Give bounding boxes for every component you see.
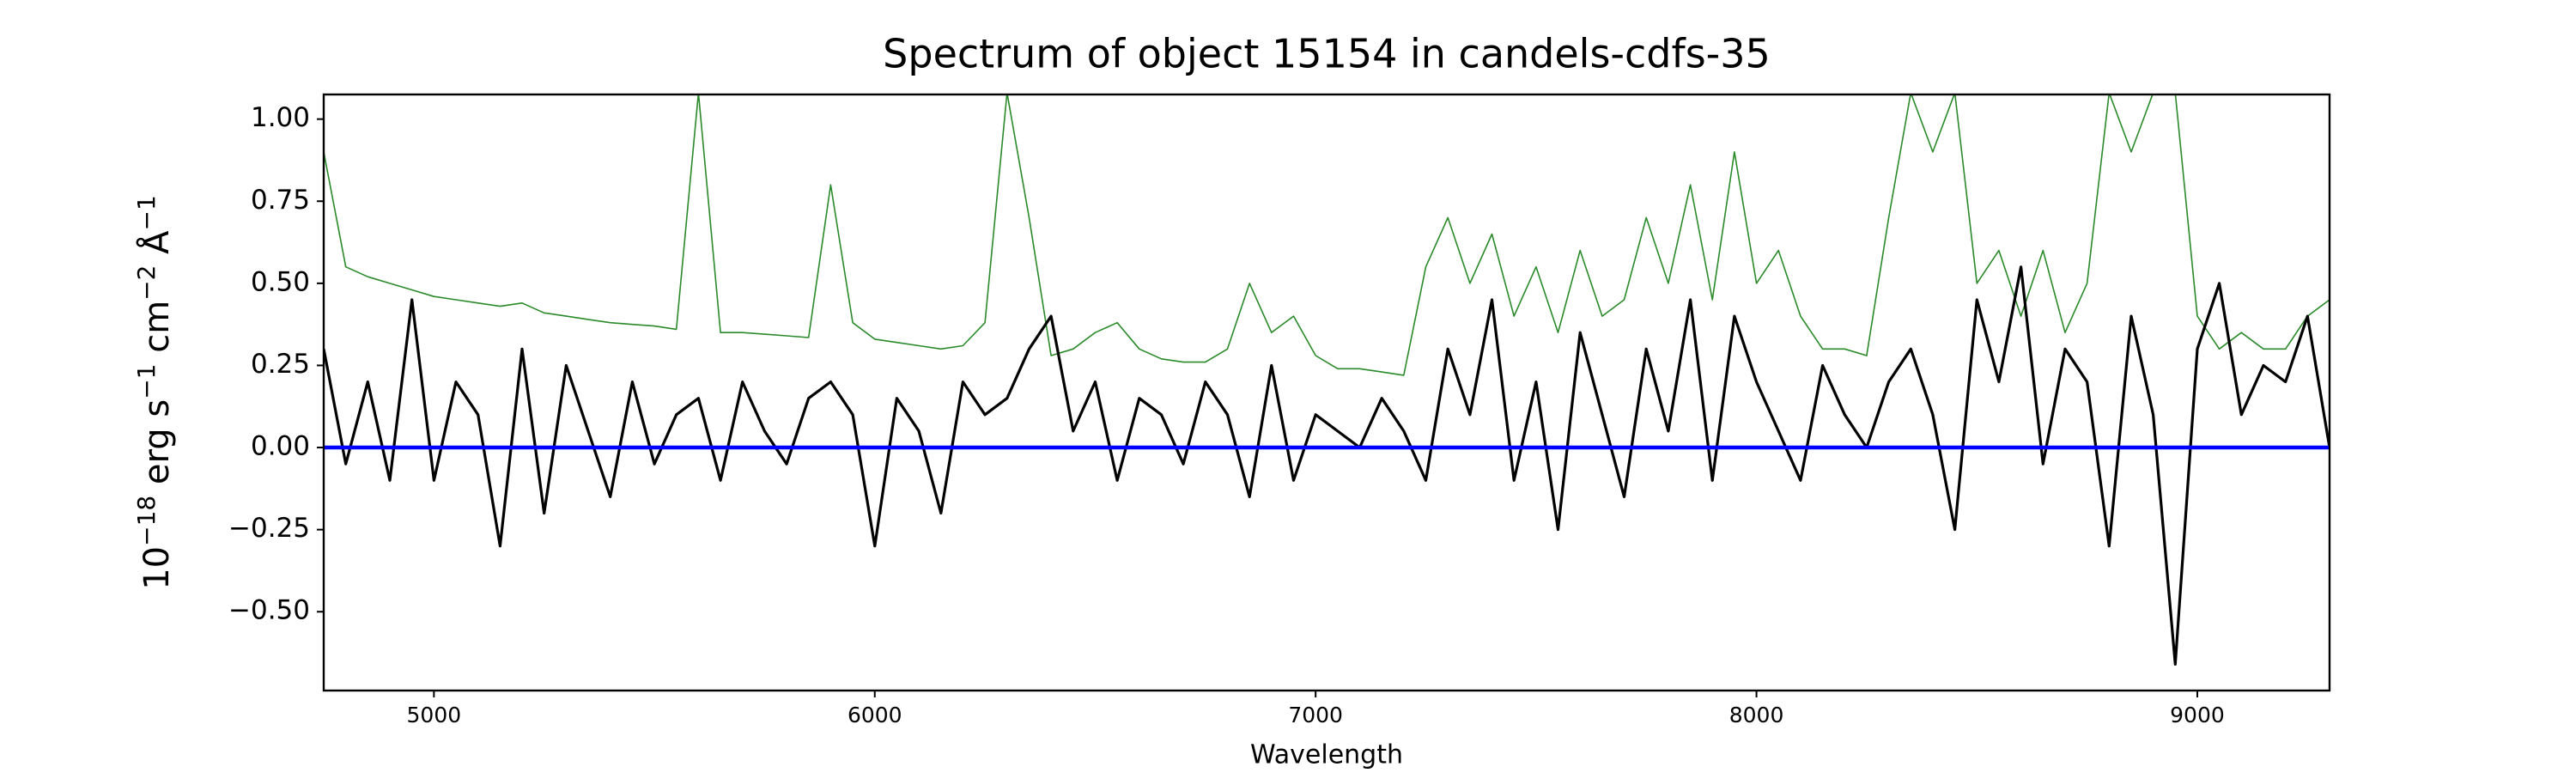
y-tick-label: 0.25 xyxy=(251,349,310,380)
x-tick-label: 8000 xyxy=(1729,703,1784,727)
y-label-text: 10 xyxy=(137,546,177,590)
y-label-superscript: −18 xyxy=(132,496,161,546)
y-tick-label: −0.25 xyxy=(228,513,310,544)
y-tick-label: 0.50 xyxy=(251,266,310,297)
plot-area xyxy=(324,94,2330,666)
chart-title: Spectrum of object 15154 in candels-cdfs… xyxy=(883,31,1771,77)
y-tick-label: 0.75 xyxy=(251,185,310,216)
y-label-text: cm xyxy=(137,301,177,364)
y-label-superscript: −2 xyxy=(132,265,161,301)
x-axis-label: Wavelength xyxy=(1250,740,1403,770)
y-label-superscript: −1 xyxy=(132,364,161,399)
y-label-text: Å xyxy=(136,230,177,265)
y-label-text: erg s xyxy=(137,399,177,496)
x-tick-label: 7000 xyxy=(1288,703,1343,727)
x-tick-label: 5000 xyxy=(407,703,462,727)
y-tick-label: 1.00 xyxy=(251,102,310,133)
y-tick-label: 0.00 xyxy=(251,431,310,462)
spectrum-line xyxy=(324,94,2330,376)
y-tick-label: −0.50 xyxy=(228,595,310,626)
x-tick-label: 6000 xyxy=(848,703,902,727)
plot-frame xyxy=(322,93,2331,692)
spectrum-line xyxy=(324,265,2330,666)
y-axis-label: 10−18 erg s−1 cm−2 Å−1 xyxy=(132,195,177,590)
y-label-superscript: −1 xyxy=(132,195,161,230)
x-tick-label: 9000 xyxy=(2170,703,2225,727)
